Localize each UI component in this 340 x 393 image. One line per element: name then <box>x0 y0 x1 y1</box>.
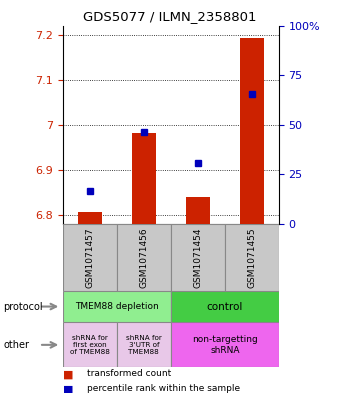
Bar <box>171 224 225 291</box>
Text: GSM1071454: GSM1071454 <box>193 227 202 288</box>
Bar <box>117 224 171 291</box>
Text: ■: ■ <box>63 369 73 379</box>
Text: transformed count: transformed count <box>87 369 171 378</box>
Text: other: other <box>3 340 29 350</box>
Bar <box>63 322 117 367</box>
Bar <box>186 197 210 224</box>
Bar <box>78 212 102 224</box>
Text: percentile rank within the sample: percentile rank within the sample <box>87 384 240 393</box>
Text: ■: ■ <box>63 384 73 393</box>
Text: GSM1071456: GSM1071456 <box>139 227 148 288</box>
Bar <box>63 291 171 322</box>
Bar <box>63 224 117 291</box>
Text: GSM1071455: GSM1071455 <box>247 227 256 288</box>
Bar <box>171 322 279 367</box>
Text: protocol: protocol <box>3 301 43 312</box>
Text: control: control <box>207 301 243 312</box>
Text: GSM1071457: GSM1071457 <box>85 227 95 288</box>
Bar <box>132 133 156 224</box>
Text: non-targetting
shRNA: non-targetting shRNA <box>192 335 258 354</box>
Bar <box>171 291 279 322</box>
Text: shRNA for
3'UTR of
TMEM88: shRNA for 3'UTR of TMEM88 <box>126 335 162 355</box>
Bar <box>240 38 264 224</box>
Bar <box>225 224 279 291</box>
Text: shRNA for
first exon
of TMEM88: shRNA for first exon of TMEM88 <box>70 335 110 355</box>
Text: TMEM88 depletion: TMEM88 depletion <box>75 302 159 311</box>
Bar <box>117 322 171 367</box>
Text: GDS5077 / ILMN_2358801: GDS5077 / ILMN_2358801 <box>83 10 257 23</box>
